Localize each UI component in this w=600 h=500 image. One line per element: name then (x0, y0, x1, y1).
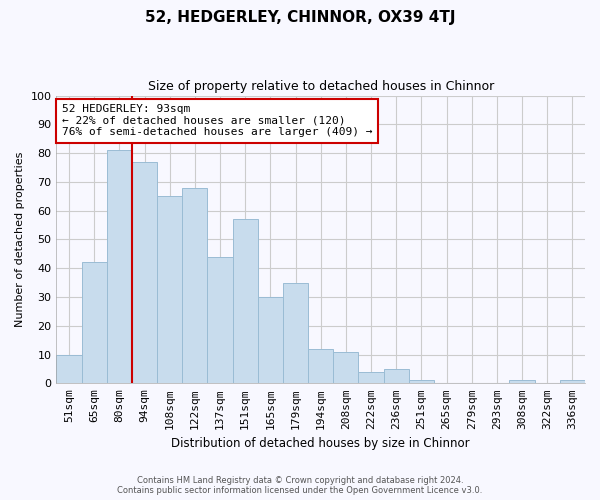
Y-axis label: Number of detached properties: Number of detached properties (15, 152, 25, 327)
Bar (107, 150, 132, 384)
X-axis label: Distribution of detached houses by size in Chinnor: Distribution of detached houses by size … (172, 437, 470, 450)
Bar (409, 380, 434, 384)
Bar (182, 188, 208, 384)
Text: 52 HEDGERLEY: 93sqm
← 22% of detached houses are smaller (120)
76% of semi-detac: 52 HEDGERLEY: 93sqm ← 22% of detached ho… (62, 104, 372, 138)
Bar (383, 369, 409, 384)
Bar (308, 349, 333, 384)
Bar (258, 297, 283, 384)
Bar (560, 380, 585, 384)
Bar (56, 354, 82, 384)
Text: 52, HEDGERLEY, CHINNOR, OX39 4TJ: 52, HEDGERLEY, CHINNOR, OX39 4TJ (145, 10, 455, 25)
Bar (358, 372, 383, 384)
Bar (333, 352, 358, 384)
Bar (157, 196, 182, 384)
Bar (509, 380, 535, 384)
Bar (233, 220, 258, 384)
Text: Contains HM Land Registry data © Crown copyright and database right 2024.
Contai: Contains HM Land Registry data © Crown c… (118, 476, 482, 495)
Bar (283, 282, 308, 384)
Bar (82, 262, 107, 384)
Title: Size of property relative to detached houses in Chinnor: Size of property relative to detached ho… (148, 80, 494, 93)
Bar (132, 162, 157, 384)
Bar (208, 256, 233, 384)
